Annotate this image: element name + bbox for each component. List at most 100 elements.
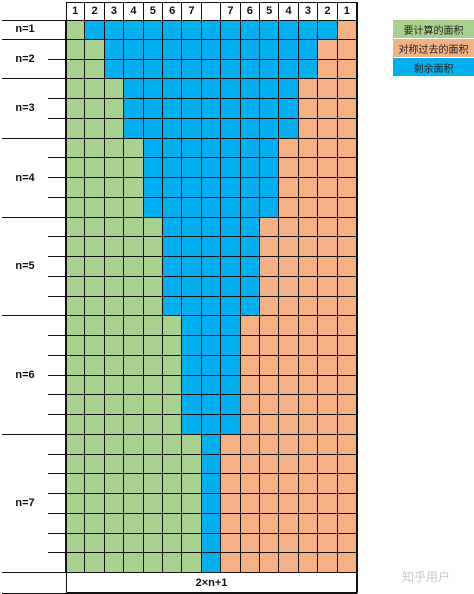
row-group-label: n=7 — [2, 435, 48, 573]
grid-cell — [163, 375, 183, 396]
grid-cell — [124, 474, 144, 494]
grid-cell — [143, 39, 163, 60]
grid-cell — [240, 553, 260, 573]
grid-cell — [85, 375, 105, 396]
grid-cell — [337, 296, 357, 317]
grid-cell — [337, 415, 357, 435]
grid-cell — [85, 434, 105, 455]
grid-cell — [318, 513, 338, 534]
grid-cell — [66, 118, 86, 139]
grid-cell — [260, 355, 280, 376]
grid-cell — [182, 158, 202, 178]
grid-cell — [279, 237, 299, 257]
grid-cell — [221, 355, 241, 376]
grid-cell — [221, 296, 241, 317]
grid-cell — [337, 39, 357, 60]
grid-cell — [240, 118, 260, 139]
grid-cell — [337, 158, 357, 178]
grid-cell — [279, 217, 299, 238]
watermark: 知乎用户 — [402, 570, 451, 584]
grid-cell — [104, 217, 125, 238]
grid-cell — [337, 79, 357, 99]
grid-cell — [201, 178, 222, 198]
grid-cell — [337, 494, 357, 514]
grid-cell — [104, 336, 125, 356]
grid-cell — [260, 494, 280, 514]
grid-cell — [240, 20, 260, 40]
grid-cell — [337, 434, 357, 455]
grid-cell — [143, 454, 163, 475]
grid-cell — [201, 118, 222, 139]
legend-item-mirrored-area: 对称过去的面积 — [393, 39, 474, 58]
grid-cell — [182, 355, 202, 376]
grid-cell — [318, 494, 338, 514]
row-separator-cell — [48, 178, 66, 198]
column-header: 2 — [85, 2, 105, 20]
grid-cell — [337, 474, 357, 494]
grid-cell — [279, 99, 299, 119]
grid-cell — [240, 138, 260, 159]
grid-cell — [163, 276, 183, 297]
column-header: 1 — [338, 2, 357, 20]
grid-cell — [124, 513, 144, 534]
grid-cell — [221, 474, 241, 494]
grid-cell — [298, 513, 319, 534]
grid-cell — [124, 197, 144, 218]
grid-cell — [124, 39, 144, 60]
grid-cell — [298, 296, 319, 317]
grid-cell — [279, 20, 299, 40]
grid-cell — [260, 296, 280, 317]
grid-cell — [143, 20, 163, 40]
grid-cell — [143, 158, 163, 178]
grid-cell — [66, 494, 86, 514]
grid-cell — [260, 237, 280, 257]
grid-cell — [182, 454, 202, 475]
grid-cell — [260, 415, 280, 435]
frame-left-line — [66, 2, 67, 593]
row-separator-cell — [48, 336, 66, 356]
grid-cell — [104, 138, 125, 159]
grid-cell — [124, 20, 144, 40]
grid-cell — [104, 494, 125, 514]
grid-cell — [318, 217, 338, 238]
grid-cell — [104, 79, 125, 99]
grid-cell — [260, 99, 280, 119]
frame-header-bottom-line — [2, 20, 357, 21]
row-separator-cell — [48, 257, 66, 277]
grid-cell — [104, 276, 125, 297]
grid-cell — [240, 474, 260, 494]
grid-cell — [337, 355, 357, 376]
grid-cell — [85, 474, 105, 494]
grid-cell — [85, 59, 105, 80]
grid-cell — [337, 197, 357, 218]
grid-cell — [201, 158, 222, 178]
row-separator-cell — [48, 197, 66, 218]
grid-cell — [279, 138, 299, 159]
grid-cell — [337, 395, 357, 415]
grid-cell — [143, 395, 163, 415]
grid-cell — [240, 375, 260, 396]
grid-cell — [104, 454, 125, 475]
grid-cell — [260, 158, 280, 178]
grid-cell — [163, 217, 183, 238]
grid-cell — [85, 79, 105, 99]
row-separator-cell — [48, 39, 66, 60]
grid-cell — [143, 237, 163, 257]
grid-cell — [337, 533, 357, 554]
grid-cell — [124, 99, 144, 119]
grid-cell — [66, 533, 86, 554]
grid-cell — [279, 375, 299, 396]
grid-cell — [182, 375, 202, 396]
grid-cell — [66, 99, 86, 119]
grid-cell — [318, 138, 338, 159]
grid-cell — [221, 197, 241, 218]
grid-cell — [240, 197, 260, 218]
grid-cell — [298, 257, 319, 277]
grid-cell — [260, 533, 280, 554]
grid-cell — [337, 257, 357, 277]
grid-cell — [318, 197, 338, 218]
grid-cell — [66, 336, 86, 356]
grid-cell — [143, 355, 163, 376]
grid-cell — [66, 513, 86, 534]
grid-cell — [163, 296, 183, 317]
